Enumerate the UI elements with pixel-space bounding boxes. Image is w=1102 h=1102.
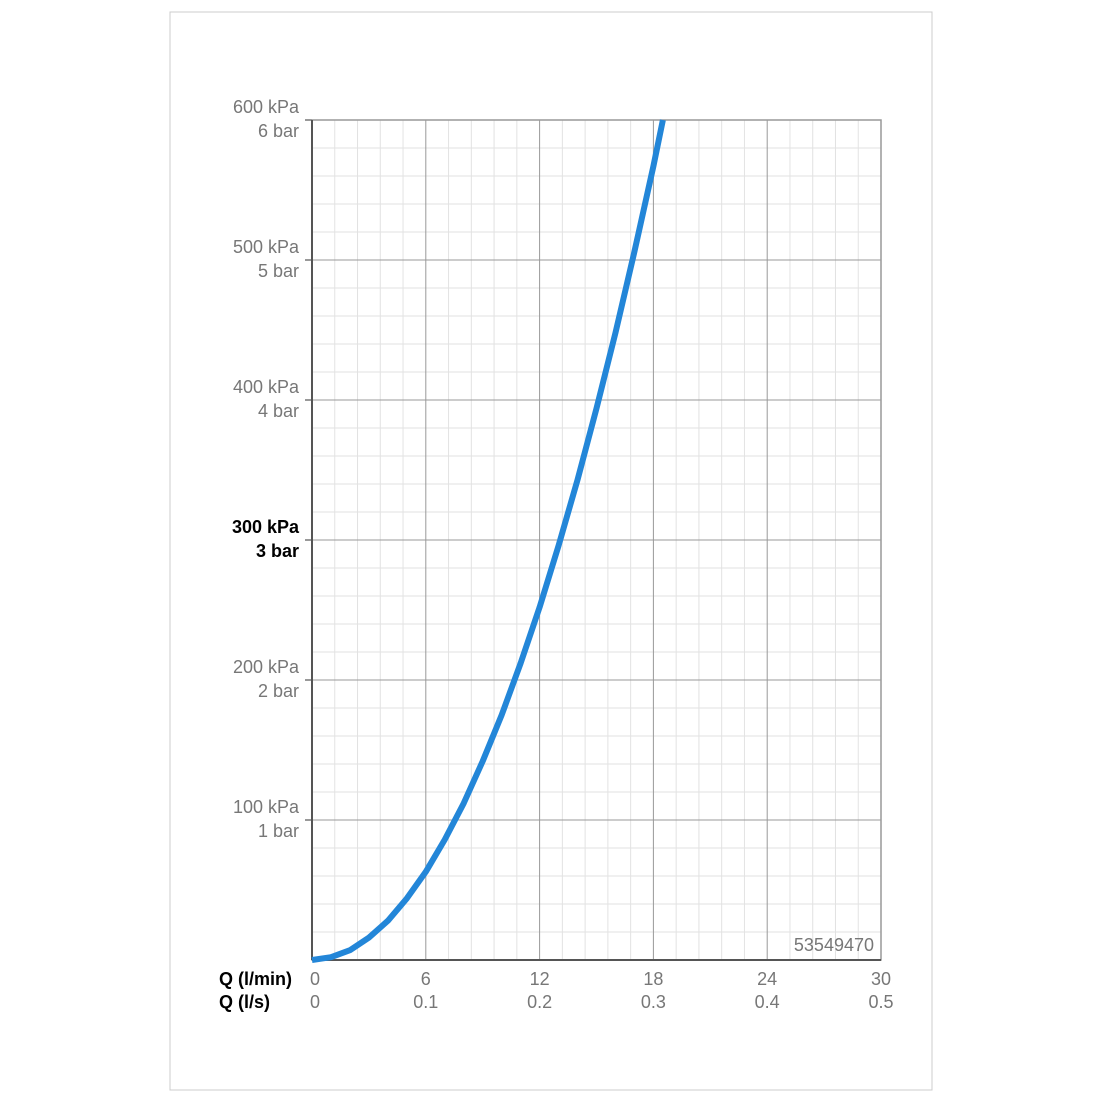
- x2-tick-label: 0: [310, 992, 320, 1012]
- y-tick-label: 200 kPa: [233, 657, 300, 677]
- x-tick-label: 24: [757, 969, 777, 989]
- x2-tick-label: 0.5: [868, 992, 893, 1012]
- x2-tick-label: 0.1: [413, 992, 438, 1012]
- frame: [169, 11, 933, 1091]
- x-tick-label: 0: [310, 969, 320, 989]
- x-tick-label: 6: [421, 969, 431, 989]
- x-tick-label: 18: [643, 969, 663, 989]
- y-tick-label: 300 kPa: [232, 517, 300, 537]
- y2-tick-label: 3 bar: [256, 541, 299, 561]
- y-tick-label: 400 kPa: [233, 377, 300, 397]
- y2-tick-label: 5 bar: [258, 261, 299, 281]
- curve: [311, 119, 666, 963]
- y2-tick-label: 6 bar: [258, 121, 299, 141]
- y-tick-label: 600 kPa: [233, 97, 300, 117]
- x2-tick-label: 0.2: [527, 992, 552, 1012]
- y-tick-label: 500 kPa: [233, 237, 300, 257]
- x-tick-label: 30: [871, 969, 891, 989]
- y2-tick-label: 4 bar: [258, 401, 299, 421]
- x-axis-title: Q (l/min): [219, 969, 292, 989]
- annotation: 53549470: [794, 935, 874, 955]
- x2-tick-label: 0.4: [755, 992, 780, 1012]
- y-tick-label: 100 kPa: [233, 797, 300, 817]
- x2-tick-label: 0.3: [641, 992, 666, 1012]
- x2-axis-title: Q (l/s): [219, 992, 270, 1012]
- x-tick-label: 12: [530, 969, 550, 989]
- y2-tick-label: 2 bar: [258, 681, 299, 701]
- y2-tick-label: 1 bar: [258, 821, 299, 841]
